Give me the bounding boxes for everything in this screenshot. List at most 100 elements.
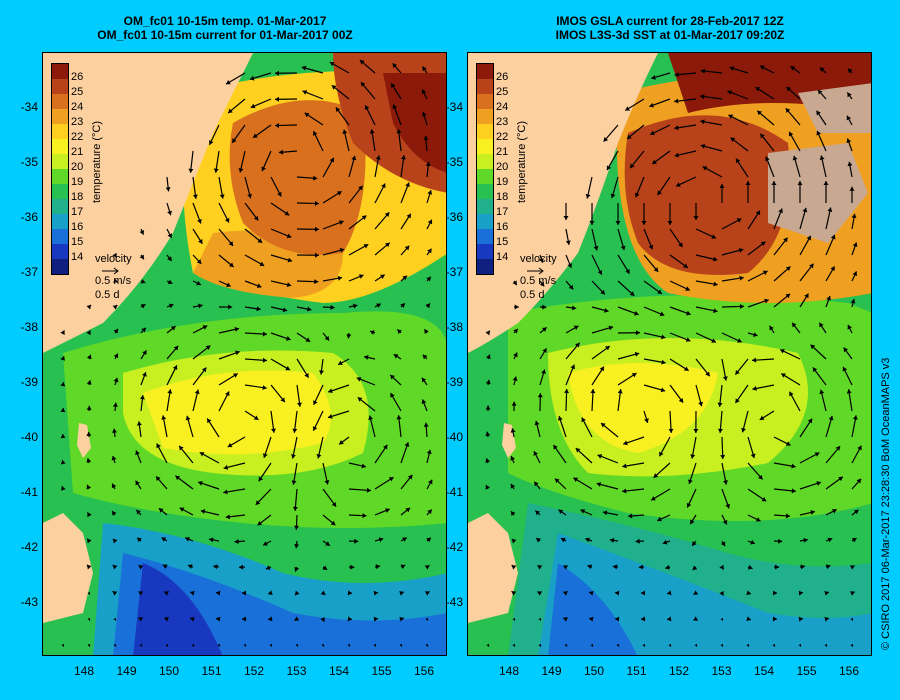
velocity-arrowhead <box>512 617 515 621</box>
velocity-arrowhead <box>573 477 579 482</box>
velocity-arrowhead <box>427 190 433 195</box>
velocity-arrowhead <box>698 401 704 407</box>
velocity-arrowhead <box>533 451 539 456</box>
velocity-arrowhead <box>286 233 292 239</box>
colorbar-swatch <box>477 79 493 94</box>
velocity-arrowhead <box>257 238 263 243</box>
velocity-arrowhead <box>625 106 630 111</box>
velocity-arrowhead <box>262 453 268 458</box>
velocity-arrowhead <box>587 564 592 570</box>
velocity-arrowhead <box>392 104 398 109</box>
velocity-arrowhead <box>760 241 766 247</box>
velocity-arrowhead <box>537 393 543 398</box>
velocity-arrowhead <box>313 400 318 405</box>
velocity-arrowhead <box>275 122 280 128</box>
velocity-arrowhead <box>112 510 117 516</box>
velocity-arrowhead <box>575 448 581 453</box>
velocity-arrowhead <box>426 449 432 455</box>
velocity-arrowhead <box>511 538 517 544</box>
velocity-arrowhead <box>346 334 352 339</box>
velocity-arrowhead <box>662 539 668 545</box>
velocity-arrowhead <box>661 334 666 340</box>
velocity-arrowhead <box>629 291 635 296</box>
velocity-arrowhead <box>843 347 849 353</box>
velocity-arrowhead <box>539 281 545 287</box>
velocity-arrowhead <box>785 266 791 271</box>
velocity-arrowhead <box>847 161 853 167</box>
velocity-arrowhead <box>738 247 744 253</box>
velocity-arrowhead <box>388 477 394 482</box>
velocity-arrowhead <box>846 138 852 144</box>
velocity-arrowhead <box>228 304 233 310</box>
velocity-speed-left: 0.5 m/s <box>95 275 132 287</box>
velocity-arrowhead <box>239 564 244 570</box>
colorbar-swatch <box>52 199 68 214</box>
velocity-arrowhead <box>757 110 762 116</box>
velocity-arrowhead <box>786 86 792 92</box>
velocity-arrowhead <box>804 293 809 299</box>
velocity-arrowhead <box>347 616 352 622</box>
velocity-arrowhead <box>634 310 639 316</box>
velocity-arrowhead <box>262 357 267 363</box>
velocity-arrowhead <box>685 286 690 291</box>
velocity-arrowhead <box>597 454 603 459</box>
velocity-arrowhead <box>313 175 318 181</box>
tasmania-coast <box>43 513 93 623</box>
tasmania-coast <box>468 513 518 623</box>
hottest-water-region <box>383 73 446 173</box>
velocity-arrowhead <box>424 591 430 596</box>
velocity-arrowhead <box>542 304 547 310</box>
velocity-arrowhead <box>692 565 698 571</box>
velocity-arrowhead <box>849 565 855 570</box>
velocity-arrowhead <box>852 415 858 420</box>
latitude-label: -35 <box>20 155 38 169</box>
flinders-island <box>77 423 91 458</box>
velocity-arrowhead <box>255 500 261 505</box>
velocity-arrowhead <box>185 415 191 421</box>
velocity-arrowhead <box>399 616 404 622</box>
velocity-duration-left: 0.5 d <box>95 289 120 301</box>
velocity-arrowhead <box>752 357 757 363</box>
velocity-arrowhead <box>585 194 591 199</box>
velocity-arrowhead <box>857 445 862 451</box>
velocity-arrowhead <box>778 538 783 544</box>
colorbar-tick-label: 19 <box>496 176 509 188</box>
velocity-arrowhead <box>667 220 673 225</box>
velocity-arrowhead <box>375 155 381 160</box>
latitude-label: -36 <box>20 210 38 224</box>
velocity-arrowhead <box>292 428 298 433</box>
velocity-arrowhead <box>720 541 726 547</box>
velocity-arrowhead <box>755 87 761 92</box>
velocity-arrowhead <box>402 275 408 281</box>
velocity-arrowhead <box>644 418 649 423</box>
velocity-arrowhead <box>192 194 198 199</box>
velocity-arrowhead <box>605 346 610 351</box>
velocity-arrowhead <box>337 275 343 281</box>
velocity-arrowhead <box>713 281 718 287</box>
velocity-arrowhead <box>847 92 852 98</box>
velocity-arrowhead <box>626 134 632 139</box>
velocity-arrowhead <box>589 616 594 622</box>
latitude-label: -37 <box>20 265 38 279</box>
velocity-arrowhead <box>426 537 431 543</box>
credit-text: © CSIRO 2017 06-Mar-2017 23:28:30 BoM Oc… <box>880 357 892 650</box>
velocity-arrowhead <box>538 643 541 647</box>
velocity-arrowhead <box>213 168 219 173</box>
velocity-arrowhead <box>112 402 118 407</box>
velocity-arrowhead <box>262 331 267 337</box>
velocity-arrowhead <box>280 397 285 403</box>
velocity-arrowhead <box>319 370 324 375</box>
velocity-arrowhead <box>238 168 244 173</box>
velocity-arrowhead <box>674 72 679 78</box>
left-panel-title: OM_fc01 10-15m temp. 01-Mar-2017 OM_fc01… <box>40 14 410 42</box>
longitude-label: 151 <box>626 664 647 678</box>
velocity-arrowhead <box>162 564 168 569</box>
warm-eddy-core <box>143 370 331 455</box>
velocity-arrowhead <box>741 427 746 433</box>
velocity-arrowhead <box>316 453 322 459</box>
velocity-arrowhead <box>819 155 825 160</box>
velocity-arrowhead <box>785 108 791 113</box>
velocity-arrowhead <box>485 405 491 410</box>
velocity-arrowhead <box>356 376 362 382</box>
velocity-arrowhead <box>275 96 280 102</box>
